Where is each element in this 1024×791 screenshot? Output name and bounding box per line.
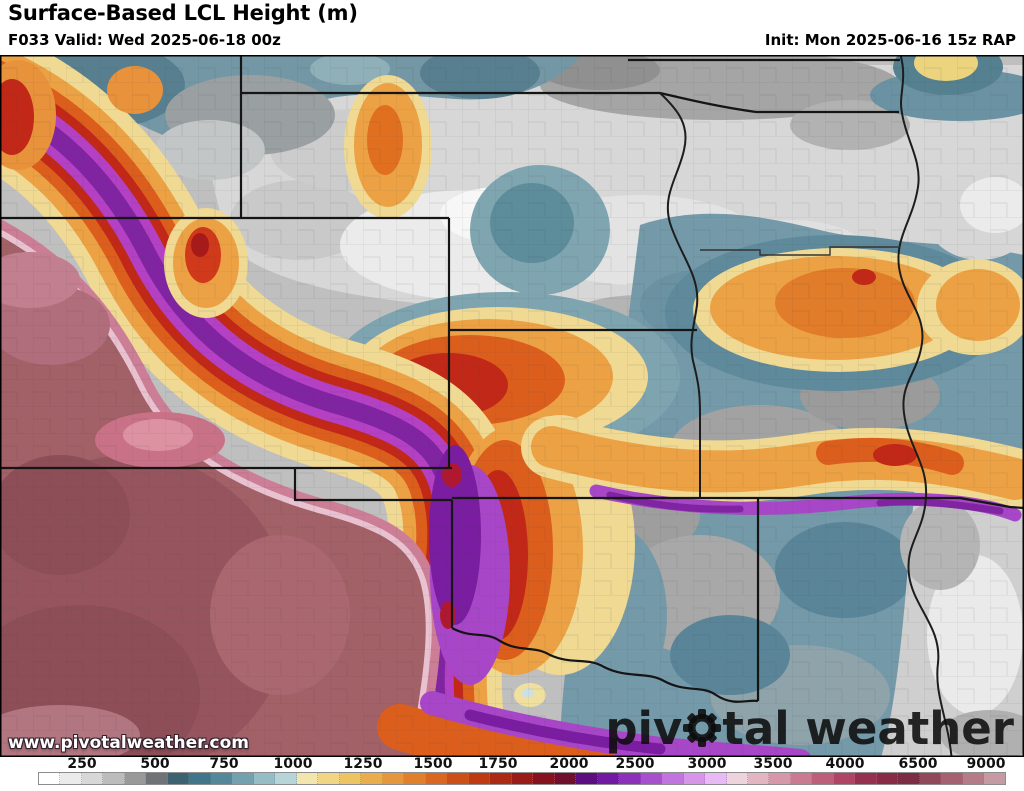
forecast-valid-label: F033 Valid: Wed 2025-06-18 00z <box>8 31 281 49</box>
colorbar-cell <box>619 773 641 784</box>
colorbar-cell <box>189 773 211 784</box>
colorbar-cell <box>404 773 426 784</box>
colorbar-tick-label: 6500 <box>898 756 938 772</box>
colorbar-cell <box>855 773 877 784</box>
colorbar-cell <box>812 773 834 784</box>
colorbar-cell <box>146 773 168 784</box>
colorbar-cell <box>425 773 448 784</box>
colorbar-tick-label: 750 <box>209 756 239 772</box>
colorbar-cell <box>361 773 383 784</box>
colorbar-cell <box>747 773 770 784</box>
colorbar-tick-label: 3000 <box>687 756 727 772</box>
colorbar-tick-label: 2500 <box>615 756 655 772</box>
colorbar-cell <box>468 773 491 784</box>
colorbar-cell <box>790 773 813 784</box>
colorbar-cell <box>60 773 82 784</box>
colorbar-cell <box>318 773 340 784</box>
logo-text-right: tal weather <box>722 702 1014 755</box>
logo-text-left: piv <box>605 702 683 755</box>
colorbar-legend: 250 500 750 1000 1250 1500 1750 2000 2500 3000 350… <box>0 756 1024 791</box>
model-init-label: Init: Mon 2025-06-16 15z RAP <box>764 31 1016 49</box>
colorbar-cell <box>554 773 577 784</box>
colorbar-tick-label: 1750 <box>478 756 518 772</box>
colorbar-cell <box>490 773 512 784</box>
colorbar-cell <box>941 773 963 784</box>
colorbar-cell <box>511 773 534 784</box>
colorbar-cell <box>339 773 362 784</box>
map-canvas: www.pivotalweather.com piv tal weather <box>0 55 1024 757</box>
colorbar-cell <box>39 773 61 784</box>
colorbar-cell <box>447 773 469 784</box>
colorbar-tick-labels: 250 500 750 1000 1250 1500 1750 2000 2500 3000 350… <box>0 756 1024 773</box>
colorbar-cell <box>232 773 254 784</box>
header: Surface-Based LCL Height (m) F033 Valid:… <box>0 0 1024 55</box>
colorbar-cell <box>962 773 985 784</box>
watermark-url: www.pivotalweather.com <box>8 733 250 753</box>
lcl-contour-map <box>0 55 1024 757</box>
colorbar-tick-label: 1000 <box>273 756 313 772</box>
colorbar-cell <box>576 773 598 784</box>
colorbar-cell <box>275 773 297 784</box>
colorbar-tick-label: 1250 <box>343 756 383 772</box>
gear-icon <box>683 709 722 747</box>
colorbar-cell <box>726 773 748 784</box>
colorbar-tick-label: 500 <box>140 756 170 772</box>
colorbar-cell <box>833 773 856 784</box>
colorbar-tick-label: 3500 <box>753 756 793 772</box>
page-title: Surface-Based LCL Height (m) <box>8 1 358 25</box>
colorbar-cell <box>210 773 233 784</box>
colorbar-cell <box>683 773 706 784</box>
colorbar <box>38 772 1006 785</box>
colorbar-cell <box>253 773 276 784</box>
colorbar-tick-label: 250 <box>67 756 97 772</box>
colorbar-cell <box>876 773 899 784</box>
colorbar-cell <box>597 773 620 784</box>
colorbar-cell <box>167 773 190 784</box>
colorbar-cell <box>705 773 727 784</box>
colorbar-cell <box>103 773 125 784</box>
colorbar-cell <box>769 773 791 784</box>
colorbar-cell <box>382 773 405 784</box>
colorbar-tick-label: 1500 <box>413 756 453 772</box>
pivotal-weather-logo: piv tal weather <box>605 706 1014 751</box>
colorbar-cell <box>640 773 663 784</box>
colorbar-cell <box>662 773 684 784</box>
colorbar-cell <box>296 773 319 784</box>
colorbar-cell <box>124 773 147 784</box>
colorbar-cell <box>898 773 920 784</box>
colorbar-cell <box>81 773 104 784</box>
colorbar-cell <box>919 773 942 784</box>
colorbar-cell <box>984 773 1005 784</box>
colorbar-tick-label: 9000 <box>966 756 1006 772</box>
colorbar-tick-label: 2000 <box>549 756 589 772</box>
colorbar-cell <box>533 773 555 784</box>
colorbar-tick-label: 4000 <box>825 756 865 772</box>
